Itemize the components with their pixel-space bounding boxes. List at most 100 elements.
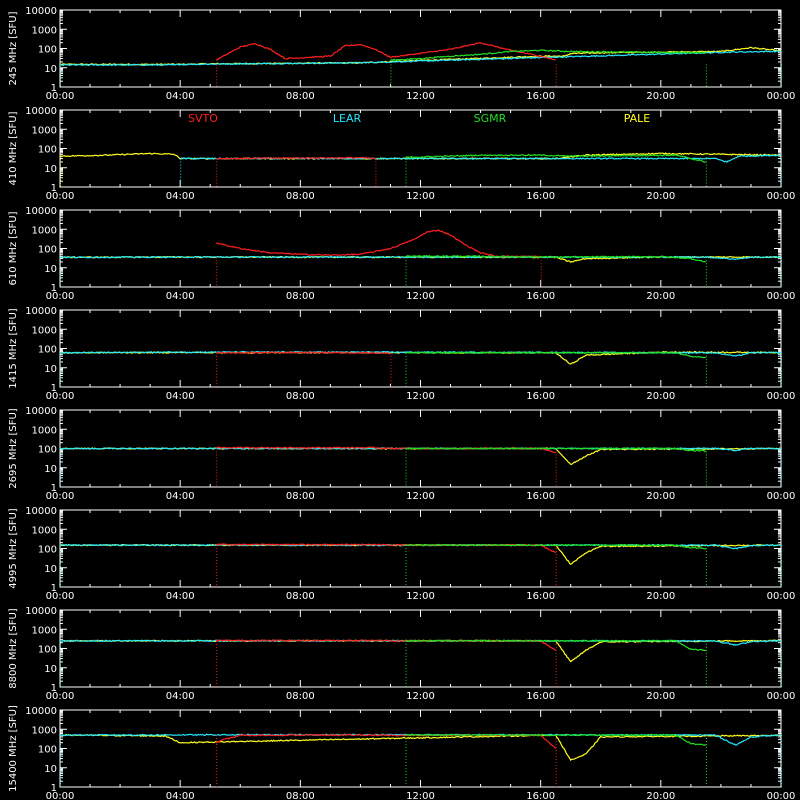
y-tick-label: 1000	[32, 125, 57, 136]
dropout-dot	[705, 382, 707, 384]
dropout-dot	[705, 272, 707, 274]
dropout-dot	[781, 263, 782, 265]
dropout-dot	[405, 753, 407, 755]
x-tick-label: 08:00	[286, 191, 315, 202]
dropout-dot	[216, 584, 218, 586]
dropout-dot	[216, 575, 218, 577]
dropout-dot	[705, 643, 707, 645]
dropout-dot	[60, 352, 61, 354]
x-tick-label: 16:00	[526, 391, 555, 402]
dropout-dot	[781, 361, 782, 363]
dropout-dot	[390, 85, 392, 87]
dropout-dot	[705, 777, 707, 779]
dropout-dot	[216, 269, 218, 271]
dropout-dot	[216, 355, 218, 357]
dropout-dot	[555, 569, 557, 571]
series-sgmr	[390, 49, 707, 87]
dropout-dot	[405, 545, 407, 547]
dropout-dot	[60, 269, 61, 271]
y-axis-label: 8800 MHz [SFU]	[8, 608, 19, 689]
dropout-dot	[555, 762, 557, 764]
dropout-dot	[216, 735, 218, 737]
dropout-dot	[375, 185, 377, 187]
dropout-dot	[705, 355, 707, 357]
dropout-dot	[705, 463, 707, 465]
dropout-dot	[405, 762, 407, 764]
dropout-dot	[555, 646, 557, 648]
series-lear	[59, 447, 782, 486]
x-tick-label: 12:00	[406, 91, 435, 102]
dropout-dot	[555, 655, 557, 657]
dropout-dot	[781, 355, 782, 357]
dropout-dot	[405, 352, 407, 354]
dropout-dot	[705, 376, 707, 378]
dropout-dot	[216, 376, 218, 378]
dropout-dot	[781, 747, 782, 749]
dropout-dot	[216, 70, 218, 72]
dropout-dot	[555, 747, 557, 749]
dropout-dot	[555, 82, 557, 84]
dropout-dot	[60, 161, 61, 163]
dropout-dot	[781, 373, 782, 375]
dropout-dot	[216, 581, 218, 583]
dropout-dot	[216, 762, 218, 764]
y-tick-label: 1000	[32, 725, 57, 736]
dropout-dot	[60, 361, 61, 363]
dropout-dot	[60, 367, 61, 369]
dropout-dot	[705, 676, 707, 678]
dropout-dot	[705, 679, 707, 681]
dropout-dot	[216, 463, 218, 465]
dropout-dot	[705, 581, 707, 583]
dropout-dot	[555, 780, 557, 782]
dropout-dot	[781, 649, 782, 651]
dropout-dot	[781, 756, 782, 758]
dropout-dot	[60, 670, 61, 672]
dropout-dot	[781, 557, 782, 559]
dropout-dot	[405, 738, 407, 740]
dropout-dot	[705, 661, 707, 663]
dropout-dot	[705, 275, 707, 277]
dropout-dot	[216, 786, 218, 788]
series-line-svto	[215, 733, 557, 749]
dropout-dot	[705, 655, 707, 657]
y-tick-label: 1	[51, 383, 57, 394]
y-tick-label: 10000	[25, 6, 57, 17]
dropout-dot	[705, 649, 707, 651]
dropout-dot	[705, 685, 707, 687]
y-tick-label: 10	[44, 164, 57, 175]
dropout-dot	[216, 750, 218, 752]
dropout-dot	[781, 266, 782, 268]
dropout-dot	[216, 382, 218, 384]
dropout-dot	[60, 73, 61, 75]
dropout-dot	[540, 281, 542, 283]
dropout-dot	[555, 457, 557, 459]
plot-frame	[59, 109, 782, 188]
dropout-dot	[216, 364, 218, 366]
x-tick-label: 16:00	[526, 591, 555, 602]
series-sgmr	[405, 153, 707, 187]
dropout-dot	[705, 747, 707, 749]
y-tick-label: 1000	[32, 225, 57, 236]
dropout-dot	[555, 575, 557, 577]
dropout-dot	[781, 786, 782, 788]
dropout-dot	[60, 658, 61, 660]
dropout-dot	[705, 364, 707, 366]
dropout-dot	[555, 481, 557, 483]
dropout-dot	[180, 176, 182, 178]
dropout-dot	[781, 679, 782, 681]
y-tick-label: 1	[51, 683, 57, 694]
dropout-dot	[216, 646, 218, 648]
series-line-pale	[59, 543, 782, 566]
series-pale	[59, 543, 782, 586]
dropout-dot	[405, 454, 407, 456]
dropout-dot	[216, 554, 218, 556]
dropout-dot	[705, 263, 707, 265]
dropout-dot	[405, 164, 407, 166]
dropout-dot	[216, 361, 218, 363]
x-tick-label: 12:00	[406, 191, 435, 202]
dropout-dot	[781, 578, 782, 580]
dropout-dot	[705, 756, 707, 758]
dropout-dot	[705, 563, 707, 565]
dropout-dot	[705, 352, 707, 354]
dropout-dot	[781, 278, 782, 280]
